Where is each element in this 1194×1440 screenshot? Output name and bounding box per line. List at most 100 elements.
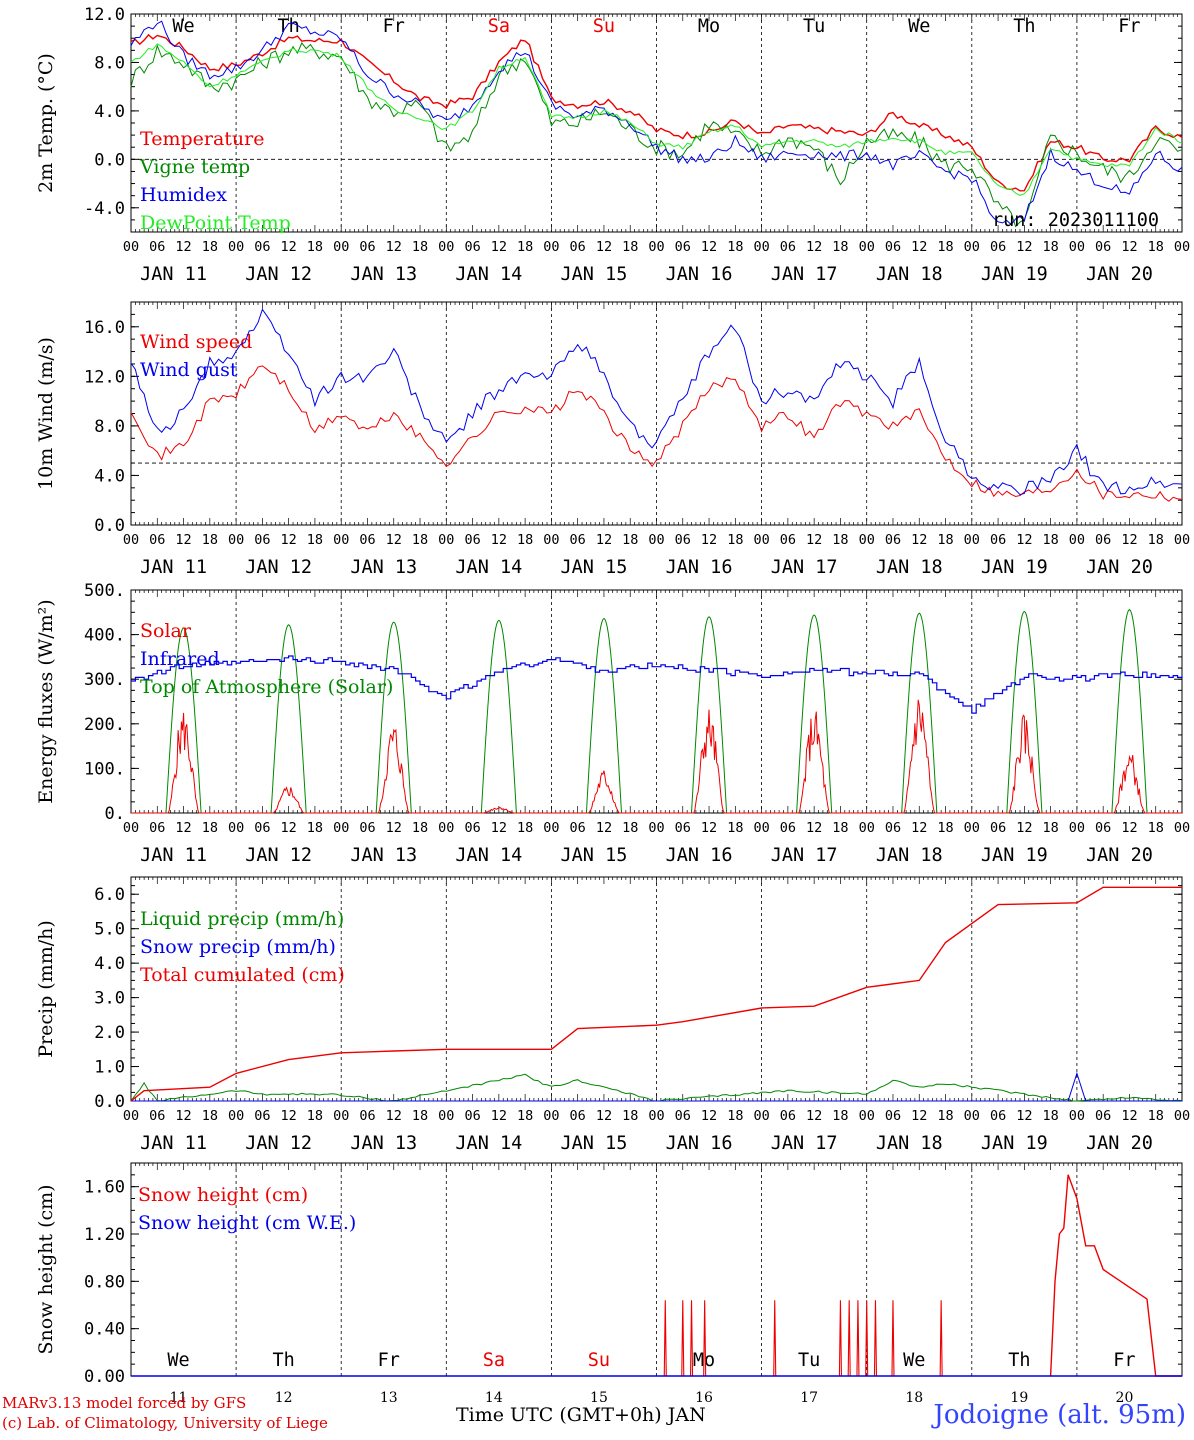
y-tick-label: 0. <box>105 804 125 824</box>
day-number-label: 16 <box>695 1390 713 1406</box>
hour-label: 06 <box>254 1108 270 1124</box>
hour-label: 00 <box>753 239 769 255</box>
weekday-label: We <box>172 16 194 37</box>
date-label: JAN 16 <box>666 264 733 285</box>
hour-label: 18 <box>412 1108 428 1124</box>
y-tick-label: 5.0 <box>94 920 125 940</box>
hour-label: 12 <box>175 532 191 548</box>
day-number-label: 18 <box>905 1390 923 1406</box>
weekday-label: Th <box>1013 16 1035 37</box>
hour-label: 12 <box>1121 532 1137 548</box>
date-label: JAN 11 <box>140 1133 207 1154</box>
weekday-label: Sa <box>483 1350 505 1371</box>
hour-label: 00 <box>753 532 769 548</box>
date-label: JAN 19 <box>981 557 1048 578</box>
hour-label: 06 <box>780 820 796 836</box>
weekday-label: Mo <box>698 16 720 37</box>
date-label: JAN 20 <box>1086 264 1153 285</box>
y-tick-label: 300. <box>84 670 125 690</box>
hour-label: 12 <box>281 820 297 836</box>
y-tick-label: 4.0 <box>94 954 125 974</box>
station-name: Jodoigne (alt. 95m) <box>933 1400 1186 1430</box>
series-line-green <box>130 42 1183 228</box>
y-tick-label: 0.40 <box>84 1320 125 1340</box>
hour-label: 00 <box>1174 1108 1190 1124</box>
hour-label: 18 <box>622 820 638 836</box>
weekday-label: We <box>167 1350 189 1371</box>
hour-label: 12 <box>911 1108 927 1124</box>
hour-label: 00 <box>859 239 875 255</box>
hour-label: 18 <box>937 532 953 548</box>
date-label: JAN 13 <box>350 845 417 866</box>
weekday-label: Th <box>278 16 300 37</box>
date-label: JAN 14 <box>455 845 522 866</box>
y-tick-label: 8.0 <box>94 417 125 437</box>
legend-label: Humidex <box>140 184 227 206</box>
hour-label: 06 <box>464 532 480 548</box>
hour-label: 18 <box>727 532 743 548</box>
y-tick-label: 1.0 <box>94 1058 125 1078</box>
date-label: JAN 14 <box>455 1133 522 1154</box>
day-number-label: 20 <box>1116 1390 1134 1406</box>
hour-label: 12 <box>596 820 612 836</box>
weekday-label: Tu <box>803 16 825 37</box>
y-axis-label: 2m Temp. (°C) <box>35 53 57 193</box>
date-label: JAN 11 <box>140 264 207 285</box>
legend-label: Temperature <box>140 128 264 150</box>
y-tick-label: 400. <box>84 626 125 646</box>
legend-label: Solar <box>140 620 192 642</box>
day-number-label: 12 <box>275 1390 293 1406</box>
run-annotation: run: 2023011100 <box>992 210 1159 231</box>
y-tick-label: 2.0 <box>94 1023 125 1043</box>
hour-label: 12 <box>596 1108 612 1124</box>
y-tick-label: 500. <box>84 581 125 601</box>
snow-spike <box>663 1300 667 1377</box>
date-label: JAN 12 <box>245 264 312 285</box>
hour-label: 00 <box>228 820 244 836</box>
hour-label: 06 <box>570 532 586 548</box>
date-label: JAN 11 <box>140 845 207 866</box>
hour-label: 18 <box>202 239 218 255</box>
hour-label: 12 <box>911 820 927 836</box>
hour-label: 00 <box>1069 532 1085 548</box>
y-tick-label: 12.0 <box>84 367 125 387</box>
hour-label: 00 <box>438 1108 454 1124</box>
y-tick-label: 0.0 <box>94 150 125 170</box>
model-credit: MARv3.13 model forced by GFS <box>2 1394 247 1412</box>
legend-label: Top of Atmosphere (Solar) <box>140 676 393 698</box>
hour-label: 18 <box>727 1108 743 1124</box>
legend-label: Infrared <box>140 648 220 670</box>
legend-label: Snow height (cm) <box>138 1184 308 1206</box>
hour-label: 00 <box>438 239 454 255</box>
y-tick-label: 1.20 <box>84 1225 125 1245</box>
series-line-infrared <box>131 655 1183 714</box>
y-tick-label: 1.60 <box>84 1178 125 1198</box>
hour-label: 06 <box>990 239 1006 255</box>
hour-label: 00 <box>438 532 454 548</box>
hour-label: 00 <box>543 532 559 548</box>
weekday-label: Fr <box>383 16 405 37</box>
weekday-label: Tu <box>798 1350 820 1371</box>
hour-label: 18 <box>412 820 428 836</box>
hour-label: 06 <box>885 532 901 548</box>
hour-label: 06 <box>675 820 691 836</box>
hour-label: 12 <box>386 239 402 255</box>
hour-label: 18 <box>1042 820 1058 836</box>
y-tick-label: -4.0 <box>84 199 125 219</box>
date-label: JAN 12 <box>245 557 312 578</box>
y-tick-label: 16.0 <box>84 318 125 338</box>
hour-label: 18 <box>412 239 428 255</box>
y-tick-label: 0.80 <box>84 1272 125 1292</box>
hour-label: 06 <box>254 532 270 548</box>
hour-label: 00 <box>964 1108 980 1124</box>
hour-label: 18 <box>1148 820 1164 836</box>
date-label: JAN 17 <box>771 557 838 578</box>
hour-label: 18 <box>937 239 953 255</box>
hour-label: 12 <box>386 820 402 836</box>
hour-label: 12 <box>491 532 507 548</box>
series-line-lightgreen <box>130 43 1183 196</box>
day-number-label: 17 <box>800 1390 818 1406</box>
hour-label: 12 <box>175 239 191 255</box>
hour-label: 00 <box>228 532 244 548</box>
hour-label: 12 <box>701 1108 717 1124</box>
